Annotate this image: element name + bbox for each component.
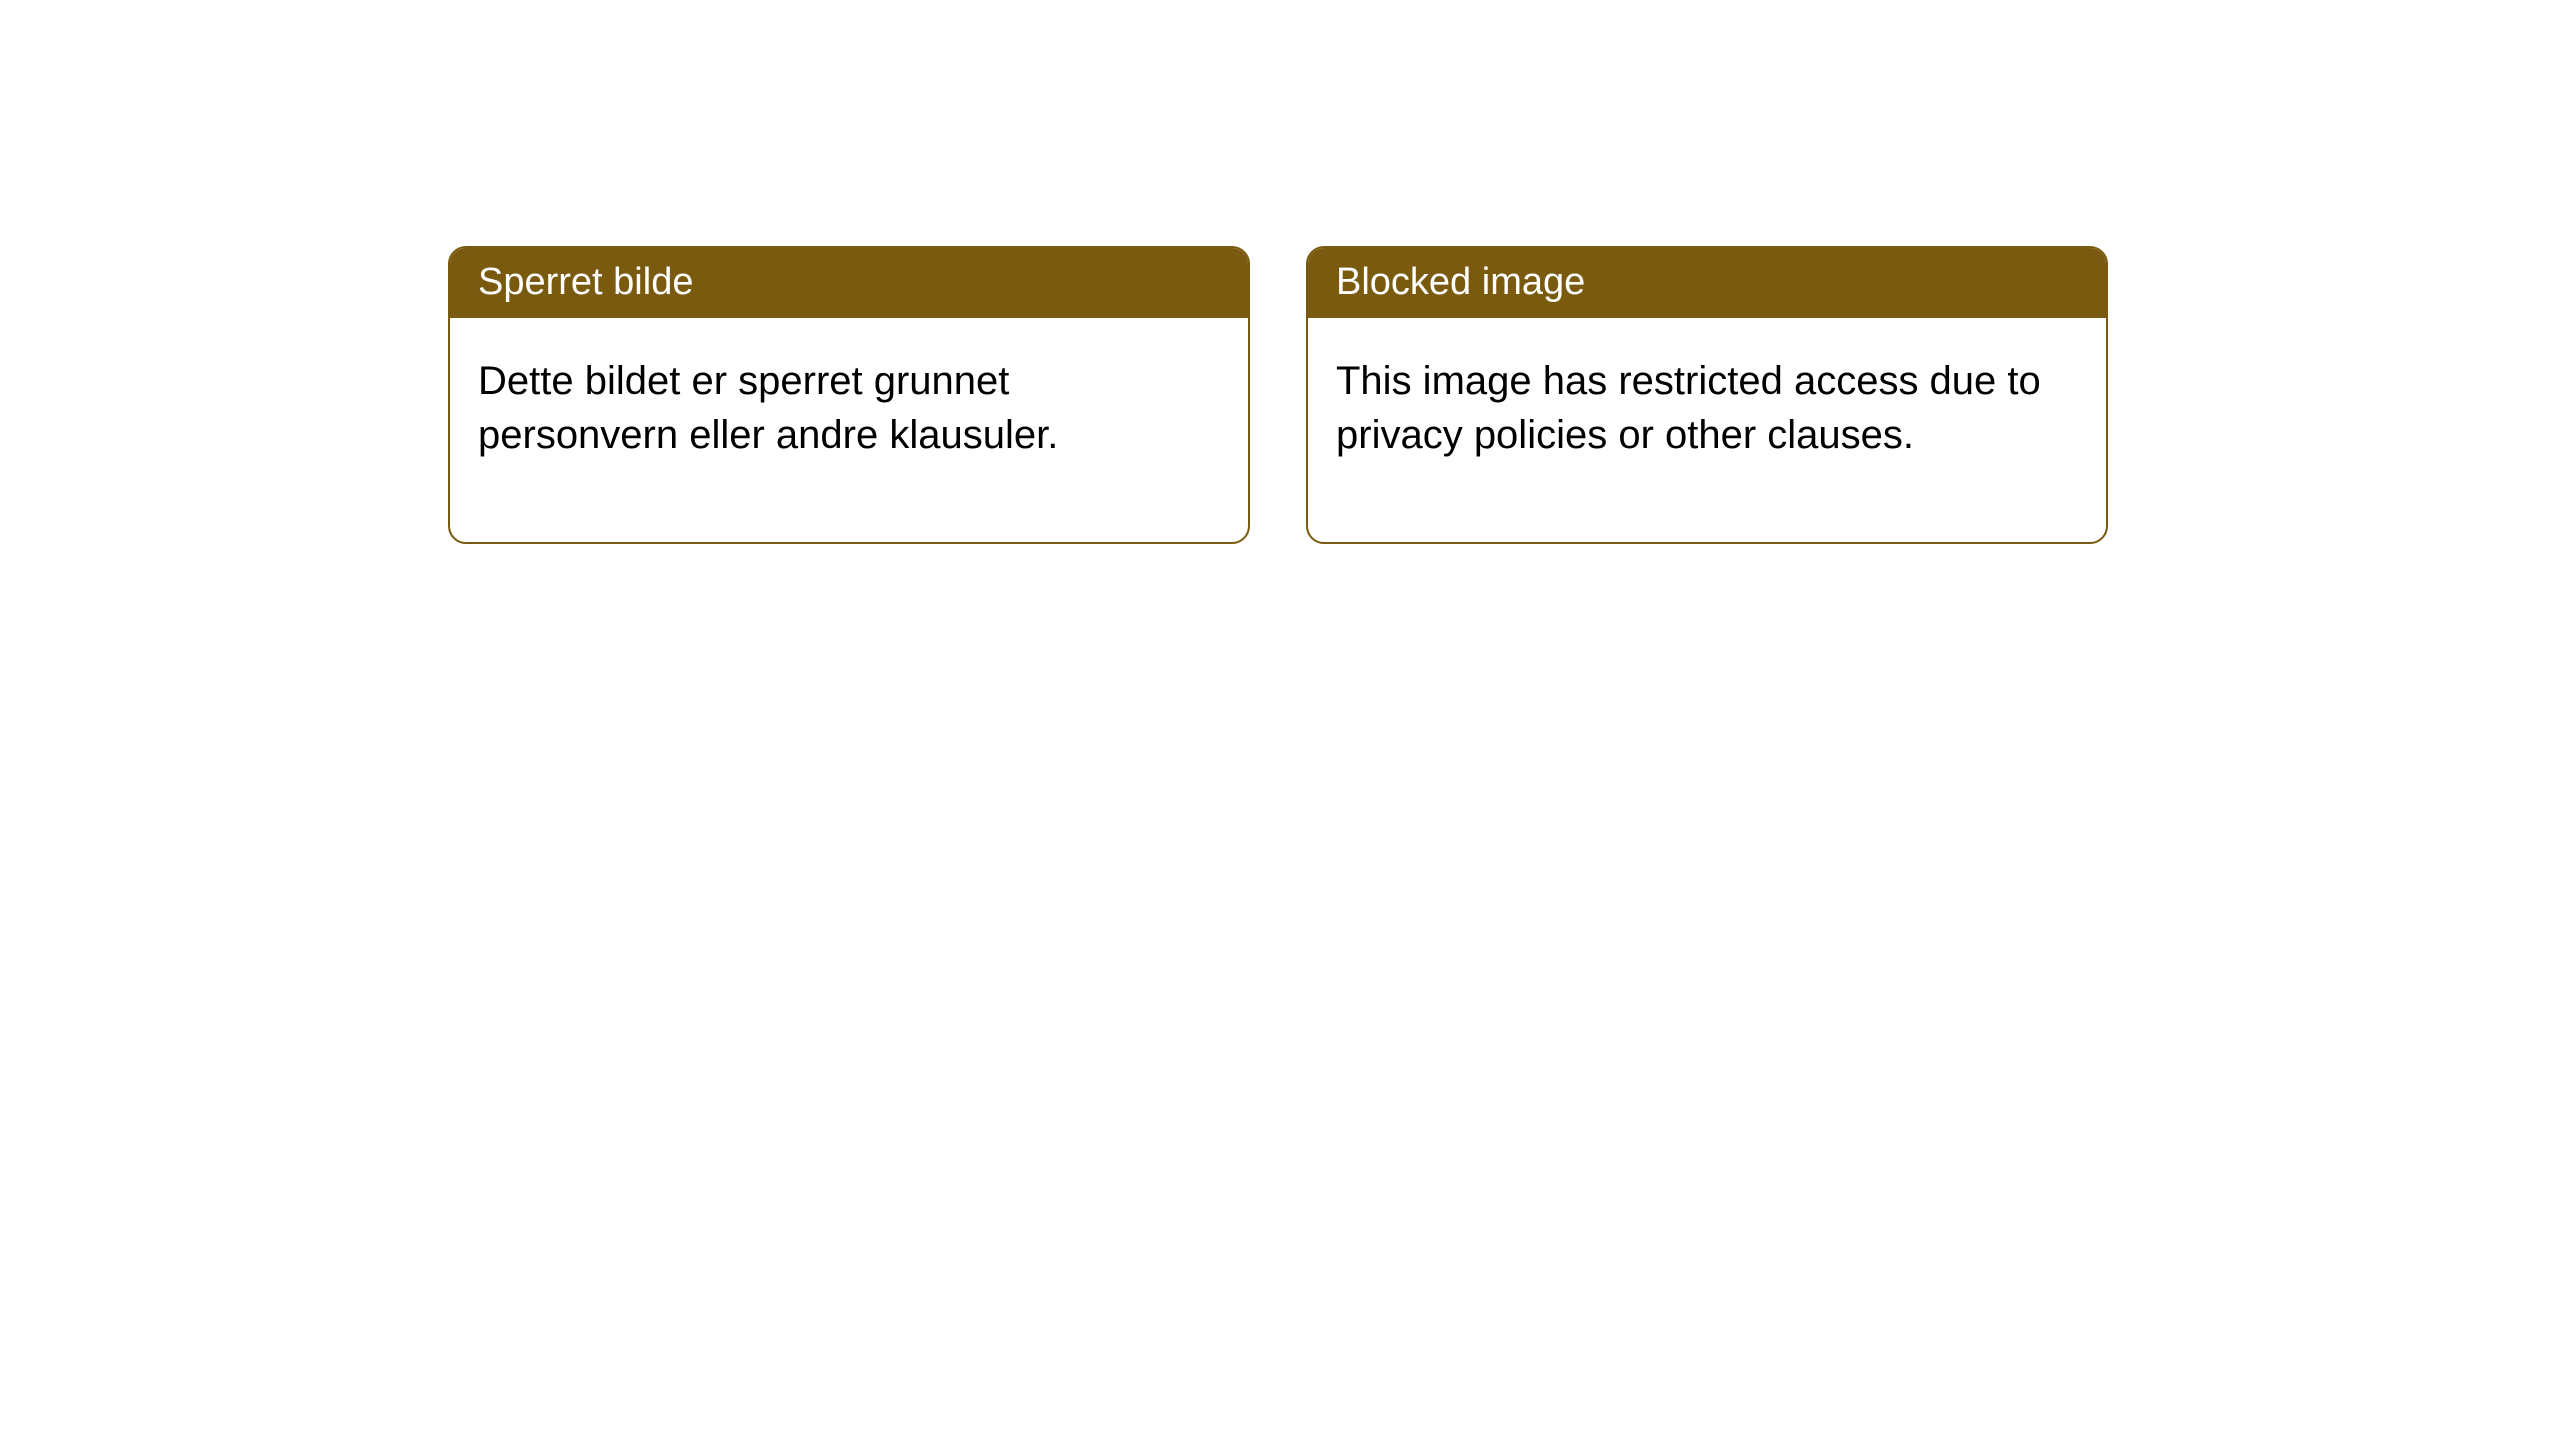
blocked-image-card-en-body: This image has restricted access due to … bbox=[1308, 318, 2106, 542]
blocked-image-card-no-title: Sperret bilde bbox=[450, 248, 1248, 318]
blocked-image-card-no: Sperret bilde Dette bildet er sperret gr… bbox=[448, 246, 1250, 544]
blocked-image-card-en-title: Blocked image bbox=[1308, 248, 2106, 318]
blocked-image-card-en: Blocked image This image has restricted … bbox=[1306, 246, 2108, 544]
blocked-image-card-no-body: Dette bildet er sperret grunnet personve… bbox=[450, 318, 1248, 542]
notice-cards-row: Sperret bilde Dette bildet er sperret gr… bbox=[0, 0, 2560, 544]
